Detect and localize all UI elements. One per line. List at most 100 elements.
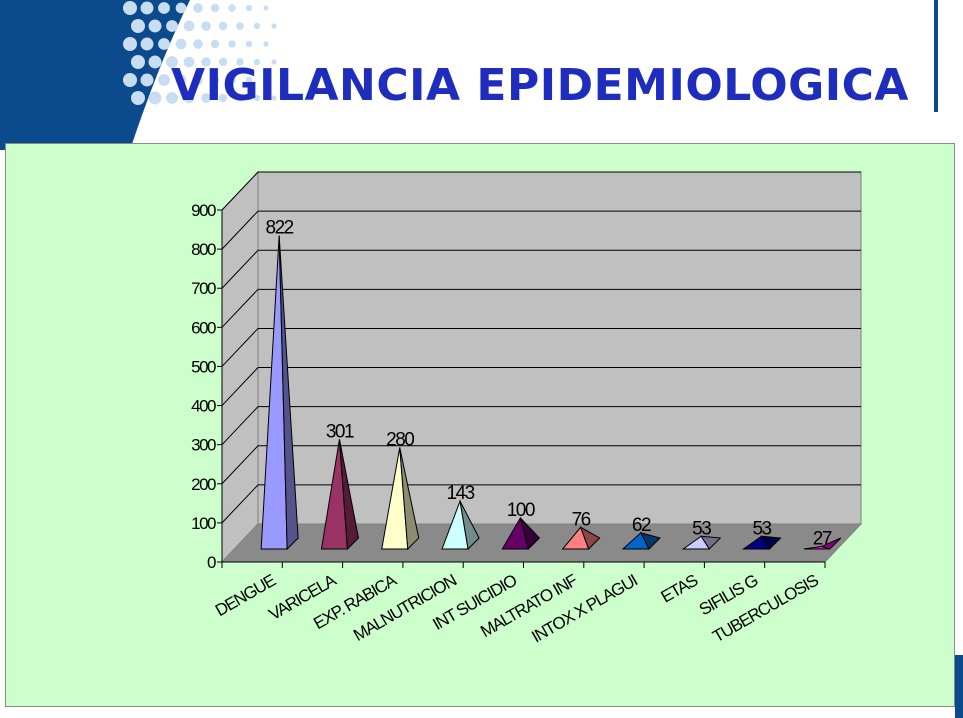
pyramid-bar: [501, 516, 541, 550]
data-label: 76: [572, 509, 591, 530]
gridline: [221, 288, 861, 328]
gridline: [221, 171, 861, 211]
page-title: VIGILANCIA EPIDEMIOLOGICA: [171, 60, 909, 111]
dot: [253, 22, 261, 30]
dot: [158, 2, 170, 14]
gridline: [221, 327, 861, 367]
data-label: 143: [446, 483, 474, 504]
dot: [263, 77, 269, 83]
dot: [263, 5, 269, 11]
y-tick-label: 700: [191, 279, 216, 298]
dot: [201, 93, 211, 103]
pyramid-side-face: [338, 439, 359, 551]
dot: [183, 56, 195, 68]
dot: [148, 91, 162, 105]
dot: [236, 94, 244, 102]
dot: [253, 58, 261, 66]
y-tick-label: 500: [191, 357, 216, 376]
category-label: ETAS: [658, 571, 701, 607]
gridline: [221, 367, 861, 406]
gridline: [221, 210, 861, 250]
y-tick-label: 900: [191, 201, 216, 220]
dot: [218, 93, 228, 103]
dot: [245, 4, 253, 12]
pyramid-bar: [681, 535, 722, 550]
dot: [166, 20, 178, 32]
dot: [140, 73, 154, 87]
chart-back-wall: [257, 171, 862, 525]
dot: [183, 20, 195, 32]
dot: [123, 73, 137, 87]
y-tick-label: 800: [191, 240, 216, 259]
dot: [183, 92, 195, 104]
dot: [218, 21, 228, 31]
dot: [193, 75, 203, 85]
data-label: 53: [752, 518, 771, 539]
dot: [166, 92, 178, 104]
dot: [201, 57, 211, 67]
pyramid-side-face: [700, 535, 722, 550]
dot: [245, 76, 253, 84]
dot: [158, 38, 170, 50]
dot: [140, 37, 154, 51]
pyramid-bar: [741, 535, 782, 550]
gridline: [221, 445, 861, 485]
pyramid-bar: [320, 439, 359, 551]
dot: [131, 91, 145, 105]
dot: [175, 2, 187, 14]
y-tick-label: 200: [191, 475, 216, 494]
dot: [263, 41, 269, 47]
pyramid-bar: [260, 235, 299, 551]
dot: [218, 57, 228, 67]
dot: [253, 94, 261, 102]
dot: [193, 3, 203, 13]
data-label: 822: [266, 218, 294, 239]
dot: [140, 1, 154, 15]
gridline: [221, 406, 861, 446]
dot-pattern: [123, 1, 277, 105]
data-label: 62: [632, 515, 651, 536]
pyramid-bar: [803, 537, 842, 550]
pyramid-bar: [561, 526, 601, 550]
pyramid-side-face: [519, 517, 541, 550]
dot: [236, 22, 244, 30]
dot: [228, 76, 236, 84]
data-label: 280: [386, 429, 414, 450]
y-tick-label: 100: [191, 514, 216, 533]
pyramid-bar: [621, 531, 661, 550]
y-tick-label: 0: [207, 553, 216, 572]
dot: [175, 74, 187, 86]
blue-right-strip: [955, 655, 963, 718]
pyramid-side-face: [278, 235, 299, 551]
pyramid-bar: [381, 447, 420, 551]
category-label: TUBERCULOSIS: [709, 571, 821, 647]
pyramid-side-face: [640, 531, 661, 550]
data-label: 53: [692, 518, 711, 539]
dot: [236, 58, 244, 66]
dot: [271, 95, 277, 101]
data-label: 301: [326, 421, 354, 442]
dot: [175, 38, 187, 50]
dot: [148, 55, 162, 69]
dot: [123, 37, 137, 51]
category-label: MALNUTRICION: [350, 571, 459, 645]
pyramid-side-face: [820, 537, 842, 550]
dot: [166, 56, 178, 68]
y-tick-label: 400: [191, 397, 216, 416]
dot: [131, 19, 145, 33]
data-label: 100: [507, 500, 535, 521]
dot: [123, 1, 137, 15]
pyramid-side-face: [459, 500, 480, 551]
pyramid-side-face: [579, 526, 601, 550]
dot: [158, 74, 170, 86]
dot: [228, 40, 236, 48]
y-tick-label: 600: [191, 318, 216, 337]
y-tick-label: 300: [191, 436, 216, 455]
dot: [228, 4, 236, 12]
dot: [131, 55, 145, 69]
pyramid-bar-chart: 0 100 200 300 400 500 600 700 800 900 822 301 280 14…: [191, 170, 863, 647]
blue-corner-band: [0, 0, 190, 150]
dot: [271, 59, 277, 65]
dot: [210, 39, 220, 49]
data-label: 27: [813, 528, 832, 549]
